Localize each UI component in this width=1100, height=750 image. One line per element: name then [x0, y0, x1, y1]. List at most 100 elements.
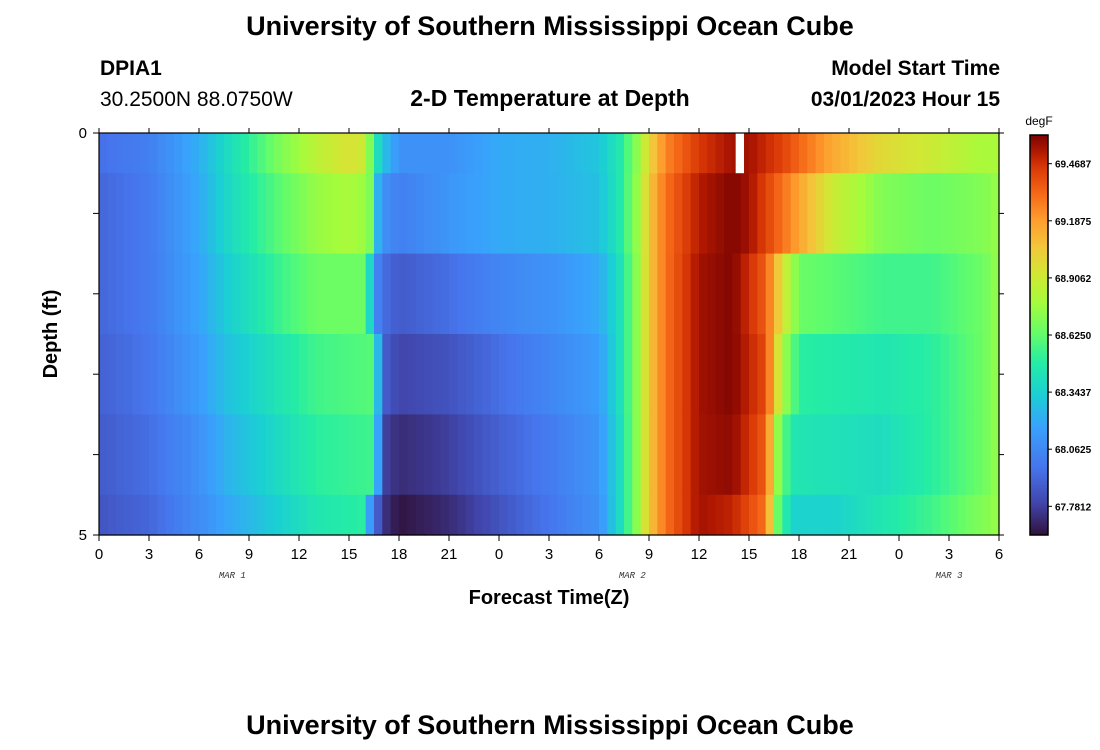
- heatmap-cell: [132, 173, 142, 255]
- heatmap-cell: [299, 173, 308, 255]
- heatmap-cell: [899, 414, 908, 496]
- x-tick-label: 21: [441, 546, 458, 563]
- heatmap-cell: [432, 334, 442, 415]
- heatmap-cell: [274, 414, 283, 496]
- heatmap-cell: [699, 334, 708, 415]
- heatmap-cell: [799, 414, 808, 496]
- heatmap-cell: [974, 173, 983, 255]
- heatmap-cell: [324, 414, 333, 496]
- heatmap-cell: [882, 414, 892, 496]
- heatmap-cell: [274, 133, 283, 174]
- heatmap-cell: [307, 133, 317, 174]
- heatmap-cell: [907, 494, 917, 536]
- heatmap-cell: [232, 414, 242, 496]
- heatmap-cell: [390, 494, 400, 536]
- heatmap-cell: [357, 173, 367, 255]
- heatmap-cell: [599, 494, 608, 536]
- heatmap-cell: [824, 133, 833, 174]
- heatmap-cell: [290, 334, 300, 415]
- heatmap-cell: [757, 173, 767, 255]
- heatmap-cell: [215, 334, 225, 415]
- heatmap-cell: [432, 414, 442, 496]
- heatmap-cell: [415, 133, 425, 174]
- heatmap-cell: [557, 414, 567, 496]
- heatmap-cell: [149, 334, 158, 415]
- heatmap-cell: [657, 173, 667, 255]
- heatmap-cell: [990, 414, 1000, 496]
- heatmap-cell: [132, 414, 142, 496]
- colorbar: degF 69.4687 69.1875 68.9062 68.6250 68.3437 6…: [1025, 114, 1092, 536]
- heatmap-cell: [807, 494, 817, 536]
- heatmap-cell: [724, 173, 733, 255]
- heatmap-cell: [165, 133, 175, 174]
- heatmap-cell: [749, 494, 758, 536]
- heatmap-cell: [690, 133, 700, 174]
- heatmap-cell: [357, 253, 367, 335]
- colorbar-tick-label: 68.6250: [1055, 331, 1092, 342]
- heatmap-cell: [107, 414, 117, 496]
- model-start-value: 03/01/2023 Hour 15: [810, 88, 1000, 111]
- heatmap-cell: [115, 173, 125, 255]
- heatmap-cell: [499, 494, 508, 536]
- heatmap-cell: [557, 494, 567, 536]
- heatmap-cell: [649, 133, 658, 174]
- heatmap-cell: [807, 334, 817, 415]
- heatmap-cell: [574, 334, 583, 415]
- heatmap-cell: [132, 334, 142, 415]
- heatmap-cell: [124, 334, 133, 415]
- colorbar-tick-label: 68.3437: [1055, 388, 1092, 399]
- heatmap-cell: [140, 494, 150, 536]
- heatmap-cell: [849, 173, 858, 255]
- heatmap-cell: [299, 494, 308, 536]
- heatmap-cell: [207, 253, 217, 335]
- heatmap-cell: [290, 173, 300, 255]
- heatmap-cell: [907, 133, 917, 174]
- heatmap-cell: [482, 253, 492, 335]
- x-tick-label: 12: [691, 546, 708, 563]
- heatmap-cell: [507, 494, 517, 536]
- heatmap-cell: [932, 133, 942, 174]
- heatmap-cell: [649, 253, 658, 335]
- x-date-label: MAR 1: [219, 571, 246, 581]
- heatmap-cell: [449, 334, 458, 415]
- heatmap-cell: [874, 494, 883, 536]
- heatmap-cell: [682, 173, 692, 255]
- heatmap-cell: [540, 494, 550, 536]
- heatmap-cell: [840, 494, 850, 536]
- heatmap-cell: [899, 133, 908, 174]
- heatmap-cell: [557, 253, 567, 335]
- heatmap-cell: [832, 494, 842, 536]
- heatmap-cell: [565, 414, 575, 496]
- heatmap-cell: [832, 173, 842, 255]
- heatmap-cell: [824, 414, 833, 496]
- heatmap-cell: [607, 133, 617, 174]
- heatmap-cell: [265, 414, 275, 496]
- heatmap-cell: [257, 494, 267, 536]
- heatmap-cell: [282, 173, 292, 255]
- heatmap-cell: [199, 253, 208, 335]
- heatmap-cell: [257, 253, 267, 335]
- heatmap-cell: [274, 173, 283, 255]
- heatmap-cell: [207, 494, 217, 536]
- heatmap-cell: [115, 494, 125, 536]
- heatmap-cell: [332, 414, 342, 496]
- heatmap-cell: [924, 133, 933, 174]
- heatmap-cell: [774, 334, 783, 415]
- heatmap-cell: [199, 494, 208, 536]
- heatmap-cell: [990, 494, 1000, 536]
- heatmap-cell: [499, 414, 508, 496]
- heatmap-cell: [374, 133, 383, 174]
- heatmap-cell: [915, 253, 925, 335]
- heatmap-cell: [307, 494, 317, 536]
- heatmap-cell: [224, 173, 233, 255]
- y-axis: 05: [79, 125, 1004, 544]
- heatmap-cell: [557, 133, 567, 174]
- heatmap-cell: [915, 494, 925, 536]
- heatmap-cell: [799, 253, 808, 335]
- heatmap-cell: [349, 334, 358, 415]
- heatmap-cell: [182, 414, 192, 496]
- heatmap-cell: [207, 334, 217, 415]
- heatmap-cell: [515, 133, 525, 174]
- heatmap-cell: [499, 173, 508, 255]
- heatmap-cell: [565, 133, 575, 174]
